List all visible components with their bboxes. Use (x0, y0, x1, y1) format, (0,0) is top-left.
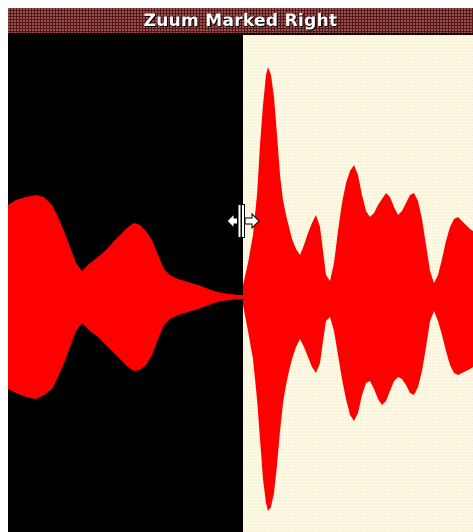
window-title: Zuum Marked Right (143, 10, 338, 31)
title-bar[interactable]: Zuum Marked Right (8, 8, 473, 35)
split-resize-cursor-icon[interactable] (226, 202, 260, 240)
waveform (8, 67, 473, 511)
waveform-canvas[interactable] (8, 35, 473, 532)
waveform-right-segment (243, 67, 473, 511)
waveform-left-segment (8, 195, 243, 399)
